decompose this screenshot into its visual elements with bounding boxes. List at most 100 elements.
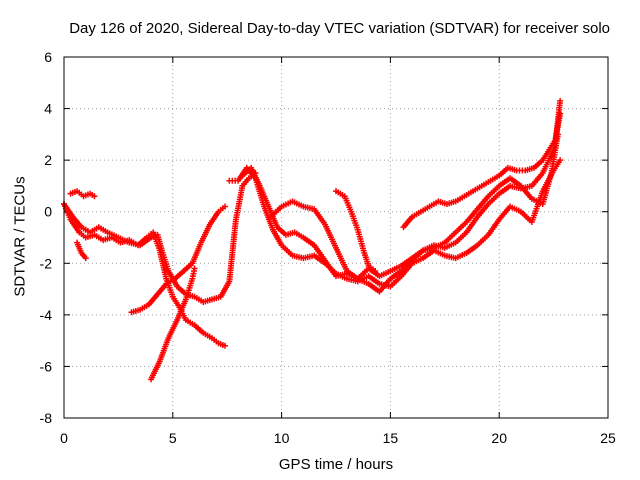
plus-markers (367, 264, 376, 273)
plus-markers (378, 269, 392, 279)
plus-markers (312, 244, 327, 262)
data-point (82, 255, 89, 262)
y-tick-label: 6 (44, 49, 52, 65)
plus-markers (547, 138, 558, 151)
grid-layer (64, 57, 608, 418)
plus-markers (280, 199, 294, 209)
plus-markers (541, 148, 551, 162)
plus-markers (454, 231, 468, 244)
plus-markers (411, 256, 424, 266)
plus-markers (69, 188, 78, 196)
plus-markers (76, 189, 85, 198)
plus-markers (446, 199, 457, 207)
plus-markers (476, 233, 490, 247)
plus-markers (156, 282, 168, 296)
plus-markers (422, 243, 435, 253)
plus-markers (454, 220, 468, 234)
plus-markers (229, 177, 239, 184)
series-track-3 (128, 203, 229, 316)
y-tick-label: -4 (40, 307, 53, 323)
x-tick-label: 5 (169, 430, 177, 446)
plus-markers (333, 246, 349, 272)
plus-markers (226, 218, 239, 283)
plus-markers (78, 231, 87, 239)
plus-markers (498, 176, 512, 188)
plus-markers (421, 248, 436, 260)
plus-markers (211, 294, 222, 302)
plus-markers (465, 243, 479, 255)
plus-markers (530, 171, 545, 188)
plus-markers (102, 235, 113, 243)
plus-markers (193, 323, 205, 335)
plus-markers (166, 319, 180, 340)
plus-markers (312, 208, 327, 226)
plus-markers (454, 251, 468, 261)
plus-markers (79, 251, 88, 260)
plus-markers (378, 277, 392, 293)
y-tick-label: 2 (44, 152, 52, 168)
plus-markers (199, 223, 212, 244)
plus-markers (190, 241, 204, 265)
plus-markers (182, 261, 194, 273)
plus-markers (323, 223, 339, 249)
plus-markers (389, 274, 403, 288)
plus-markers (443, 231, 457, 244)
plus-markers (149, 360, 162, 381)
plus-markers (367, 274, 381, 286)
plus-markers (68, 218, 81, 234)
plus-markers (241, 177, 251, 187)
x-tick-label: 15 (383, 430, 399, 446)
plus-markers (93, 233, 104, 242)
plus-markers (173, 269, 185, 281)
plus-markers (82, 191, 91, 199)
series-track-2 (61, 170, 259, 305)
plus-markers (531, 196, 544, 206)
x-axis-label: GPS time / hours (278, 456, 394, 473)
plus-markers (507, 165, 518, 173)
plus-markers (147, 292, 160, 306)
plus-markers (420, 204, 431, 214)
x-tick-label: 20 (491, 430, 507, 446)
y-tick-label: -6 (40, 358, 53, 374)
data-point (372, 268, 379, 275)
plus-markers (130, 307, 141, 315)
plus-markers (71, 215, 83, 229)
series-track-1 (61, 200, 229, 349)
plus-markers (84, 232, 96, 240)
plus-markers (443, 240, 457, 250)
plus-markers (487, 184, 501, 198)
plus-markers (489, 173, 501, 183)
plus-markers (157, 337, 171, 363)
plus-markers (106, 230, 120, 240)
data-point (191, 265, 198, 272)
plus-markers (540, 172, 554, 205)
plus-markers (233, 185, 245, 221)
plot-frame (63, 56, 609, 419)
plus-markers (202, 297, 213, 305)
series-track-9 (400, 97, 564, 231)
plus-markers (257, 184, 271, 208)
plus-markers (356, 267, 370, 281)
plus-markers (323, 259, 338, 278)
plus-markers (89, 225, 100, 235)
series-track-6 (239, 131, 561, 295)
y-tick-label: -2 (40, 255, 53, 271)
plus-markers (553, 100, 563, 141)
plus-markers (475, 195, 490, 211)
plus-markers (138, 235, 153, 247)
plus-markers (80, 225, 91, 235)
plus-markers (465, 207, 479, 224)
plus-markers (211, 336, 220, 345)
plus-markers (524, 165, 535, 173)
y-tick-label: 0 (44, 204, 52, 220)
data-point (557, 157, 564, 164)
plus-markers (411, 210, 422, 219)
plus-markers (165, 277, 176, 286)
plus-markers (62, 202, 75, 219)
plus-markers (335, 189, 346, 198)
plus-markers (270, 228, 284, 247)
plus-markers (291, 199, 305, 209)
plus-markers (145, 231, 155, 239)
plus-markers (487, 192, 501, 206)
